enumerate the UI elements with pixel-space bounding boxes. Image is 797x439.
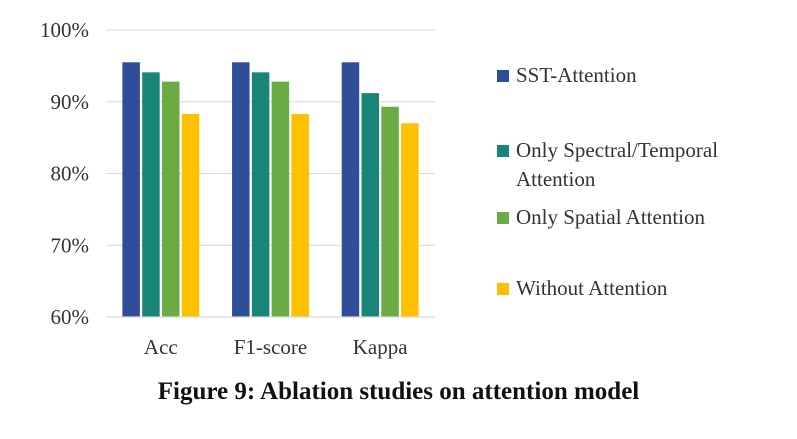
- bar-only-spatial-attention-kappa: [381, 106, 399, 318]
- x-tick-label: Acc: [144, 335, 178, 359]
- bar-without-attention-acc: [181, 113, 200, 317]
- bar-without-attention-kappa: [401, 123, 419, 318]
- bar-sst-attention-acc: [122, 62, 140, 317]
- x-tick-label: Kappa: [353, 335, 408, 359]
- bar-sst-attention-kappa: [341, 62, 360, 317]
- legend-swatch: [497, 70, 509, 82]
- bar-only-spectral-temporal-attention-acc: [142, 72, 160, 318]
- bars: [122, 62, 419, 318]
- bar-sst-attention-f1-score: [232, 62, 250, 317]
- legend-label: Only Spectral/Temporal Attention: [516, 138, 718, 191]
- y-tick-label: 90%: [51, 90, 90, 114]
- legend-swatch: [497, 212, 509, 224]
- legend-label: Only Spatial Attention: [516, 205, 705, 229]
- y-tick-label: 70%: [51, 233, 90, 257]
- bar-only-spectral-temporal-attention-kappa: [361, 93, 380, 317]
- y-tick-label: 60%: [51, 305, 90, 329]
- x-tick-label: F1-score: [234, 335, 307, 359]
- grid-lines: [106, 29, 435, 246]
- legend-swatch: [497, 283, 509, 295]
- y-tick-label: 80%: [51, 162, 90, 186]
- legend: SST-Attention Only Spectral/Temporal Atten…: [497, 63, 718, 300]
- legend-swatch: [497, 145, 509, 157]
- bar-only-spectral-temporal-attention-f1-score: [251, 72, 270, 318]
- bar-chart: 60% 70% 80% 90% 100% Acc F1-score Kappa SST-At…: [40, 18, 718, 359]
- legend-label: SST-Attention: [516, 63, 637, 87]
- figure-caption: Figure 9: Ablation studies on attention …: [157, 378, 640, 405]
- x-axis-tick-labels: Acc F1-score Kappa: [144, 335, 408, 359]
- y-tick-label: 100%: [40, 18, 89, 42]
- bar-only-spatial-attention-f1-score: [271, 81, 290, 317]
- legend-label: Without Attention: [516, 276, 668, 300]
- y-axis-tick-labels: 60% 70% 80% 90% 100%: [40, 18, 89, 329]
- bar-only-spatial-attention-acc: [161, 81, 180, 317]
- bar-without-attention-f1-score: [291, 113, 309, 317]
